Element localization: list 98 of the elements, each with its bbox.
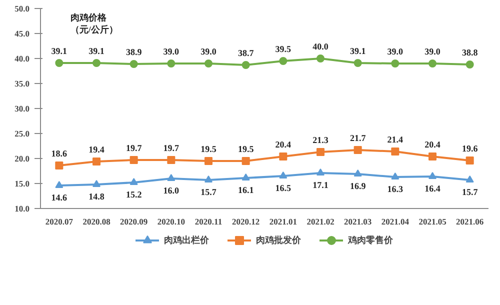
x-tick-label: 2020.11 — [194, 216, 222, 226]
x-tick-label: 2021.05 — [418, 216, 446, 226]
point — [204, 157, 212, 165]
point — [354, 59, 362, 67]
x-tick-label: 2020.10 — [157, 216, 185, 226]
data-label: 39.1 — [350, 46, 366, 56]
data-label: 39.0 — [387, 46, 404, 56]
legend-label: 肉鸡出栏价 — [164, 234, 209, 246]
data-label: 39.1 — [51, 46, 68, 56]
data-label: 39.1 — [88, 46, 105, 56]
data-label: 19.7 — [163, 143, 180, 153]
data-label: 19.5 — [200, 144, 217, 154]
data-label: 16.9 — [350, 181, 366, 191]
x-tick-label: 2021.02 — [306, 216, 334, 226]
data-label: 16.4 — [424, 184, 441, 194]
y-tick-label: 50.0 — [14, 4, 30, 14]
data-label: 19.5 — [238, 144, 254, 154]
point — [167, 174, 176, 182]
data-label: 19.4 — [88, 144, 105, 154]
point — [55, 162, 64, 170]
data-label: 39.0 — [200, 46, 217, 56]
x-tick-label: 2021.06 — [456, 216, 484, 226]
point — [130, 178, 138, 186]
point — [167, 60, 176, 68]
legend-label: 鸡肉零售价 — [348, 234, 393, 246]
data-label: 19.7 — [126, 143, 142, 153]
data-label: 16.5 — [275, 183, 292, 193]
point — [316, 54, 324, 62]
data-label: 21.7 — [350, 133, 366, 143]
point — [55, 59, 64, 67]
annotation: （元/公斤） — [70, 24, 118, 34]
point — [316, 168, 324, 176]
point — [391, 172, 400, 180]
data-label: 15.7 — [200, 187, 217, 197]
x-tick-label: 2021.01 — [269, 216, 297, 226]
data-label: 16.0 — [163, 186, 180, 196]
point — [354, 169, 362, 177]
x-tick-label: 2021.03 — [344, 216, 372, 226]
data-label: 40.0 — [312, 42, 329, 52]
point — [466, 60, 474, 68]
point — [279, 152, 288, 160]
y-tick-label: 10.0 — [14, 204, 30, 214]
data-label: 17.1 — [312, 180, 329, 190]
point — [428, 152, 436, 160]
data-label: 19.6 — [462, 144, 478, 154]
point — [92, 180, 100, 188]
point — [354, 146, 362, 154]
point — [428, 60, 436, 68]
point — [242, 173, 250, 181]
data-label: 15.2 — [126, 190, 142, 200]
point — [428, 172, 436, 180]
x-tick-label: 2020.12 — [232, 216, 260, 226]
point — [279, 171, 288, 179]
point — [92, 158, 100, 166]
x-tick-label: 2020.07 — [45, 216, 74, 226]
point — [92, 59, 100, 67]
y-tick-label: 20.0 — [14, 154, 30, 164]
point — [204, 60, 212, 68]
point — [167, 156, 176, 164]
point — [316, 148, 324, 156]
x-tick-label: 2021.04 — [381, 216, 410, 226]
point — [55, 180, 64, 188]
data-label: 16.3 — [387, 184, 404, 194]
point — [204, 175, 212, 183]
data-label: 15.7 — [462, 187, 478, 197]
point — [242, 61, 250, 69]
y-tick-label: 35.0 — [14, 78, 30, 88]
data-label: 18.6 — [51, 148, 68, 158]
data-label: 20.4 — [275, 140, 292, 150]
y-tick-label: 30.0 — [14, 104, 30, 114]
point — [391, 60, 400, 68]
point — [130, 156, 138, 164]
point — [242, 157, 250, 165]
data-label: 21.4 — [387, 134, 404, 144]
point — [279, 57, 288, 65]
x-tick-label: 2020.09 — [120, 216, 148, 226]
data-label: 38.8 — [462, 48, 478, 58]
data-label: 21.3 — [312, 135, 329, 145]
point — [391, 148, 400, 156]
data-label: 20.4 — [424, 140, 441, 150]
data-label: 38.7 — [238, 48, 254, 58]
data-label: 39.0 — [163, 46, 180, 56]
point — [130, 60, 138, 68]
x-tick-label: 2020.08 — [82, 216, 110, 226]
data-label: 39.5 — [275, 44, 292, 54]
y-tick-label: 40.0 — [14, 54, 30, 64]
point — [466, 175, 474, 183]
point — [466, 156, 474, 164]
data-label: 16.1 — [238, 185, 254, 195]
data-label: 14.6 — [51, 192, 68, 202]
data-label: 14.8 — [88, 192, 105, 202]
y-tick-label: 45.0 — [14, 28, 30, 38]
y-axis-title: 肉鸡价格 — [70, 12, 108, 22]
legend-label: 肉鸡批发价 — [256, 234, 301, 246]
y-tick-label: 15.0 — [14, 178, 30, 188]
data-label: 39.0 — [424, 46, 441, 56]
y-tick-label: 25.0 — [14, 128, 30, 138]
data-label: 38.9 — [126, 47, 142, 57]
